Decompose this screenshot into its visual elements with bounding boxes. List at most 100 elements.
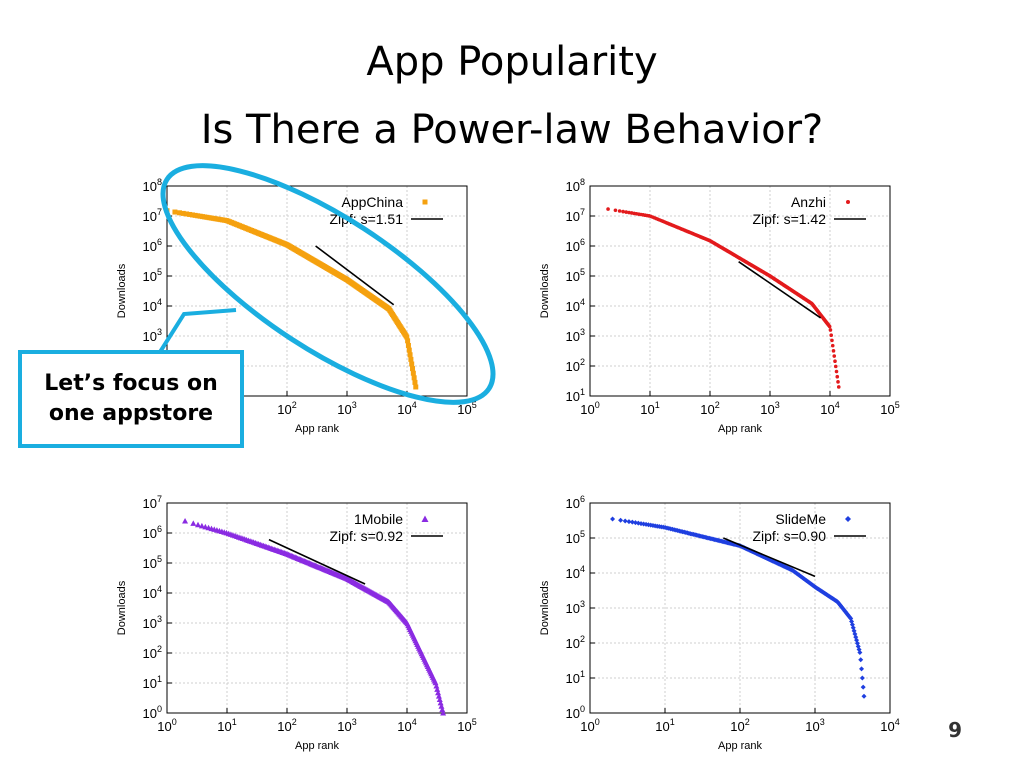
chart-1-x-tick-label: 105 [880, 400, 899, 417]
chart-0-series-0-point [411, 375, 417, 381]
chart-1-y-tick-label: 102 [566, 357, 585, 374]
chart-3-series-0-point [861, 693, 867, 699]
chart-3-series-0-point [854, 637, 860, 643]
chart-1-y-tick-label: 107 [566, 207, 585, 224]
chart-3-series-1-zipf-line [723, 537, 816, 578]
chart-3-x-tick-label: 104 [880, 717, 899, 734]
chart-3-series-0-point [643, 521, 649, 527]
chart-0-series-0-point [410, 366, 416, 372]
chart-2-series-0-point [433, 682, 440, 689]
slide-title-line2: Is There a Power-law Behavior? [200, 107, 824, 153]
chart-0-y-tick-label: 108 [143, 178, 162, 194]
slide-title-line1: App Popularity [366, 39, 658, 85]
chart-1-legend-swatch-0 [846, 200, 850, 204]
chart-1mobile: 100 101 102 103 104 105 100 101 102 103 104 105 106 1… [105, 495, 485, 763]
chart-1-x-tick-label: 101 [640, 400, 659, 417]
chart-3-series-0-points [610, 516, 867, 699]
chart-3-legend-label-0: SlideMe [775, 511, 826, 527]
chart-3-y-tick-label: 106 [566, 495, 585, 511]
chart-1-series-0-point [836, 380, 840, 384]
chart-3-series-0-point [622, 518, 628, 524]
chart-1-y-tick-label: 106 [566, 237, 585, 254]
chart-1-series-0-point [836, 385, 841, 389]
chart-2-x-axis-label: App rank [295, 740, 340, 752]
chart-3-series-0-point [855, 643, 861, 649]
chart-2-series-0-point [194, 521, 201, 528]
chart-3-series-0-point [848, 615, 854, 621]
chart-2-y-tick-label: 101 [143, 674, 162, 691]
chart-1-y-tick-label: 105 [566, 267, 585, 284]
chart-3-series-0-point [860, 684, 866, 690]
chart-0-y-tick-label: 106 [143, 237, 162, 254]
chart-3-series-0-point [857, 650, 863, 656]
chart-3-series-0-point [610, 516, 616, 522]
chart-1-x-axis-label: App rank [718, 423, 763, 435]
chart-2-legend-label-0: 1Mobile [354, 511, 403, 527]
chart-1-series-0-point [606, 207, 610, 211]
chart-2-legend-swatch-0 [421, 515, 429, 522]
chart-2-x-tick-label: 100 [157, 717, 176, 734]
chart-0-legend-label-1: Zipf: s=1.51 [329, 211, 403, 227]
callout-line2: one appstore [48, 401, 214, 426]
chart-3-x-tick-label: 102 [730, 717, 749, 734]
chart-0-y-tick-label: 107 [143, 207, 162, 224]
chart-0-series-0-point [408, 356, 414, 362]
chart-3-x-axis-label: App rank [718, 740, 763, 752]
chart-0-x-tick-label: 102 [277, 400, 296, 417]
chart-1-series-0-point [833, 359, 837, 364]
chart-3-y-tick-label: 103 [566, 599, 585, 616]
chart-2-x-tick-label: 104 [397, 717, 416, 734]
chart-2-plot-frame [166, 502, 468, 714]
chart-3-series-0-point [618, 517, 624, 523]
chart-1-y-axis-label: Downloads [539, 263, 551, 318]
chart-0-series-0-point [405, 342, 411, 348]
chart-0-x-tick-label: 104 [397, 400, 416, 417]
chart-2-series-0-point [439, 706, 446, 713]
chart-2-legend-label-1: Zipf: s=0.92 [329, 528, 403, 544]
chart-0-legend-swatch-0 [422, 199, 428, 205]
chart-2-series-0-point [432, 679, 439, 686]
chart-2-series-0-point [436, 696, 443, 703]
chart-1-x-tick-label: 100 [580, 400, 599, 417]
chart-1-legend-label-1: Zipf: s=1.42 [752, 211, 826, 227]
chart-1-y-tick-label: 103 [566, 327, 585, 344]
chart-anzhi: 100 101 102 103 104 105 101 102 103 104 105 106 107 1… [528, 178, 908, 446]
chart-3-y-tick-label: 102 [566, 634, 585, 651]
chart-2-x-tick-label: 102 [277, 717, 296, 734]
chart-2-y-tick-label: 103 [143, 614, 162, 631]
chart-3-y-tick-label: 105 [566, 529, 585, 546]
chart-2-series-0-points [182, 518, 447, 716]
chart-slideme: 100 101 102 103 104 100 101 102 103 104 105 106 App … [528, 495, 908, 763]
chart-3-y-axis-label: Downloads [539, 580, 551, 635]
chart-2-series-0-point [435, 689, 442, 696]
chart-3-x-tick-label: 100 [580, 717, 599, 734]
chart-1-series-0-point [832, 354, 837, 358]
chart-2-x-tick-label: 101 [217, 717, 236, 734]
chart-1-y-tick-label: 104 [566, 297, 585, 314]
chart-0-series-0-point [405, 338, 411, 344]
chart-2-y-tick-label: 102 [143, 644, 162, 661]
chart-0-y-tick-label: 105 [143, 267, 162, 284]
chart-2-series-0-point [190, 520, 197, 526]
chart-3-series-0-point [858, 657, 864, 663]
chart-0-y-tick-label: 103 [143, 327, 162, 344]
chart-0-series-0-point [412, 379, 418, 385]
chart-3-y-tick-label: 104 [566, 564, 585, 581]
chart-1-series-0-point [621, 209, 625, 214]
chart-2-series-0-point [182, 518, 189, 524]
chart-2-y-tick-label: 104 [143, 584, 162, 601]
chart-0-series-0-point [409, 361, 415, 367]
chart-3-x-tick-label: 101 [655, 717, 674, 734]
chart-1-x-tick-label: 103 [760, 400, 779, 417]
chart-1-series-0-point [627, 210, 631, 215]
chart-3-series-0-point [626, 519, 632, 525]
chart-3-x-tick-label: 103 [805, 717, 824, 734]
chart-3-legend-swatch-0 [845, 516, 851, 522]
chart-1-series-0-point [617, 209, 622, 213]
chart-2-y-tick-label: 107 [143, 495, 162, 511]
chart-svg: 100 101 102 103 104100101102103104105106App … [539, 495, 900, 752]
chart-2-series-0-point [434, 686, 441, 692]
chart-1-series-0-point [833, 364, 838, 369]
chart-3-series-0-point [859, 675, 865, 681]
